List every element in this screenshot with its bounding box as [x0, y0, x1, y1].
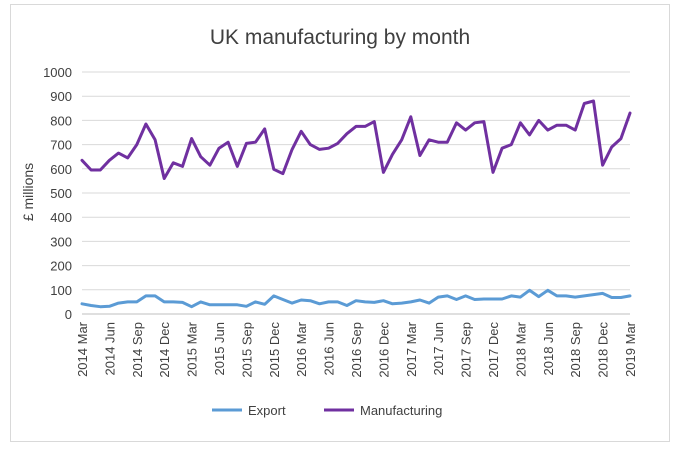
- x-tick-label: 2017 Mar: [404, 321, 419, 377]
- x-tick-label: 2016 Sep: [349, 322, 364, 378]
- x-tick-label: 2017 Jun: [431, 322, 446, 376]
- series-line-manufacturing: [80, 99, 632, 180]
- x-tick-label: 2015 Sep: [239, 322, 254, 378]
- y-tick-label: 600: [50, 162, 72, 177]
- x-tick-label: 2016 Dec: [376, 322, 391, 378]
- chart-title: UK manufacturing by month: [210, 26, 470, 49]
- x-tick-label: 2015 Dec: [267, 322, 282, 378]
- y-tick-label: 900: [50, 89, 72, 104]
- chart-frame: [10, 4, 670, 442]
- y-tick-label: 500: [50, 186, 72, 201]
- x-tick-label: 2018 Sep: [568, 322, 583, 378]
- x-tick-label: 2018 Mar: [513, 321, 528, 377]
- y-tick-label: 100: [50, 283, 72, 298]
- y-tick-labels: 0 100 200 300 400 500 600 700 800 900 1000: [43, 65, 72, 322]
- gridlines: [82, 71, 630, 315]
- y-tick-label: 200: [50, 259, 72, 274]
- x-tick-label: 2017 Dec: [486, 322, 501, 378]
- series-line-export: [80, 288, 632, 309]
- x-tick-label: 2018 Jun: [541, 322, 556, 376]
- x-tick-label: 2014 Sep: [130, 322, 145, 378]
- y-tick-label: 700: [50, 138, 72, 153]
- x-tick-labels: 2014 Mar 2014 Jun 2014 Sep 2014 Dec 2015 Mar…: [75, 321, 638, 377]
- x-tick-label: 2016 Mar: [294, 321, 309, 377]
- legend-item-export: Export: [212, 403, 286, 418]
- y-tick-label: 0: [65, 307, 72, 322]
- legend-label: Manufacturing: [360, 403, 442, 418]
- y-tick-label: 400: [50, 210, 72, 225]
- legend-label: Export: [248, 403, 286, 418]
- y-tick-label: 800: [50, 113, 72, 128]
- x-tick-label: 2015 Mar: [185, 321, 200, 377]
- y-axis-label: £ millions: [20, 163, 36, 221]
- x-tick-label: 2014 Mar: [75, 321, 90, 377]
- x-tick-label: 2014 Jun: [102, 322, 117, 376]
- legend: Export Manufacturing: [212, 403, 442, 418]
- x-tick-label: 2016 Jun: [322, 322, 337, 376]
- x-tick-label: 2017 Sep: [459, 322, 474, 378]
- x-tick-label: 2018 Dec: [596, 322, 611, 378]
- x-tick-label: 2019 Mar: [623, 321, 638, 377]
- y-tick-label: 300: [50, 234, 72, 249]
- y-tick-label: 1000: [43, 65, 72, 80]
- x-tick-label: 2014 Dec: [157, 322, 172, 378]
- series-lines: [80, 99, 632, 309]
- legend-item-manufacturing: Manufacturing: [324, 403, 442, 418]
- x-tick-label: 2015 Jun: [212, 322, 227, 376]
